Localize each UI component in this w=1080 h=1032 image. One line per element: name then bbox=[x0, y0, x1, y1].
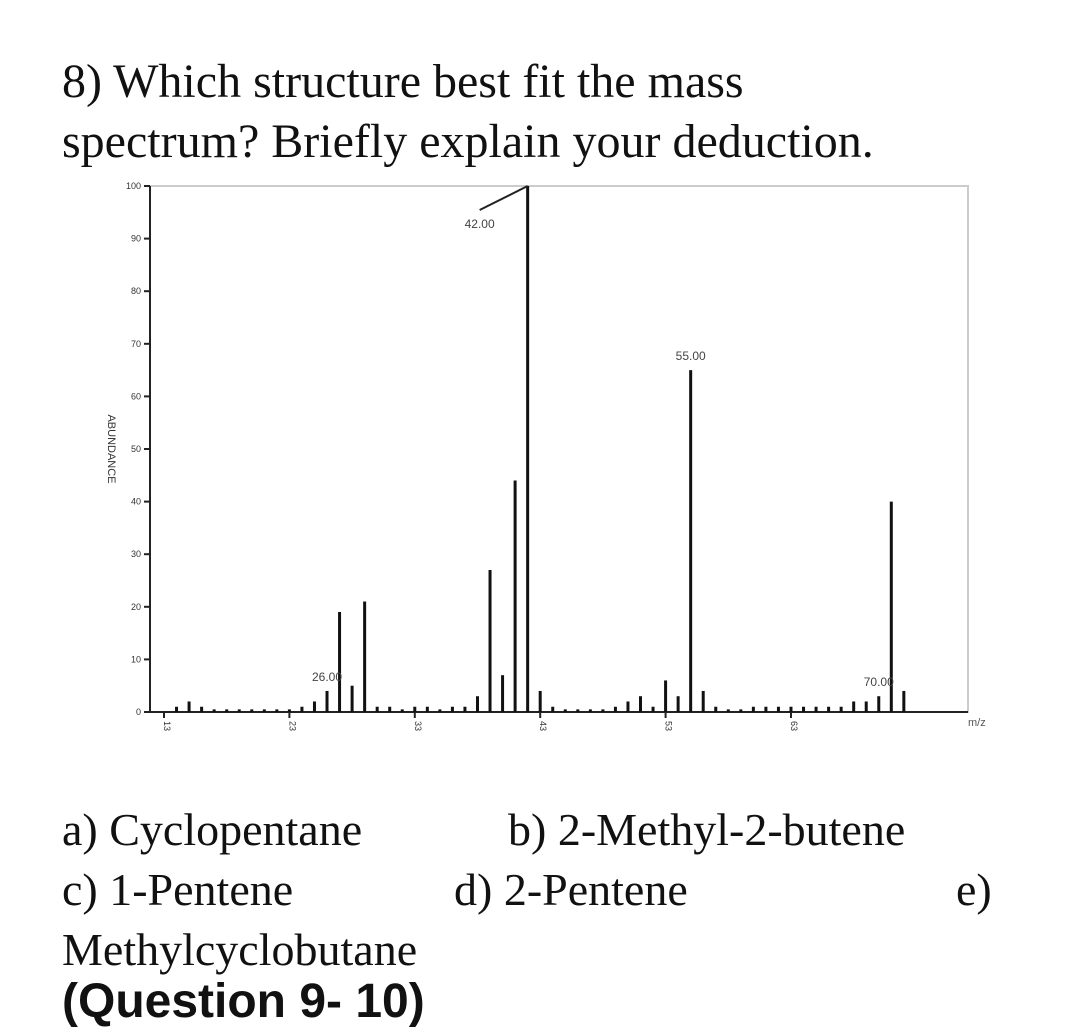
y-tick-label: 30 bbox=[131, 549, 141, 559]
x-axis-label: m/z bbox=[968, 717, 986, 729]
x-tick-label: 23 bbox=[287, 721, 297, 731]
x-tick-label: 33 bbox=[413, 721, 423, 731]
mass-spectrum-svg: 0 10 20 30 40 50 60 70 80 90 100 13 23 33 43 53 63 26.0… bbox=[105, 181, 986, 731]
y-tick-label: 0 bbox=[136, 707, 141, 717]
answer-e-continued: Methylcyclobutane bbox=[62, 924, 418, 975]
y-tick-label: 60 bbox=[131, 391, 141, 401]
answer-c: c) 1-Pentene bbox=[62, 864, 294, 915]
answer-a: a) Cyclopentane bbox=[62, 804, 363, 855]
peak-label-connector bbox=[479, 185, 529, 211]
next-section-heading: (Question 9- 10) bbox=[62, 975, 425, 1028]
question-line-2: spectrum? Briefly explain your deduction… bbox=[62, 115, 874, 168]
y-tick-label: 90 bbox=[131, 234, 141, 244]
answer-e: e) bbox=[956, 864, 992, 915]
peak-label: 26.00 bbox=[312, 670, 342, 684]
x-tick-label: 13 bbox=[162, 721, 172, 731]
y-tick-label: 70 bbox=[131, 339, 141, 349]
x-tick-label: 63 bbox=[789, 721, 799, 731]
y-tick-label: 40 bbox=[131, 497, 141, 507]
y-tick-label: 20 bbox=[131, 602, 141, 612]
question-text: 8) Which structure best fit the mass spe… bbox=[62, 52, 1022, 172]
answer-b: b) 2-Methyl-2-butene bbox=[508, 804, 906, 855]
x-tick-label: 43 bbox=[538, 721, 548, 731]
answer-d: d) 2-Pentene bbox=[454, 864, 688, 915]
y-tick-label: 50 bbox=[131, 444, 141, 454]
mass-spectrum-chart: 0 10 20 30 40 50 60 70 80 90 100 13 23 33 43 53 63 26.0… bbox=[90, 176, 1000, 746]
y-tick-label: 10 bbox=[131, 654, 141, 664]
peak-label: 70.00 bbox=[864, 675, 894, 689]
plot-frame bbox=[149, 185, 969, 713]
peak-label: 42.00 bbox=[465, 217, 495, 231]
y-tick-label: 100 bbox=[126, 181, 141, 191]
y-tick-label: 80 bbox=[131, 286, 141, 296]
question-line-1: 8) Which structure best fit the mass bbox=[62, 55, 744, 108]
peak-label: 55.00 bbox=[676, 349, 706, 363]
y-axis-label: ABUNDANCE bbox=[105, 414, 117, 483]
x-tick-label: 53 bbox=[664, 721, 674, 731]
